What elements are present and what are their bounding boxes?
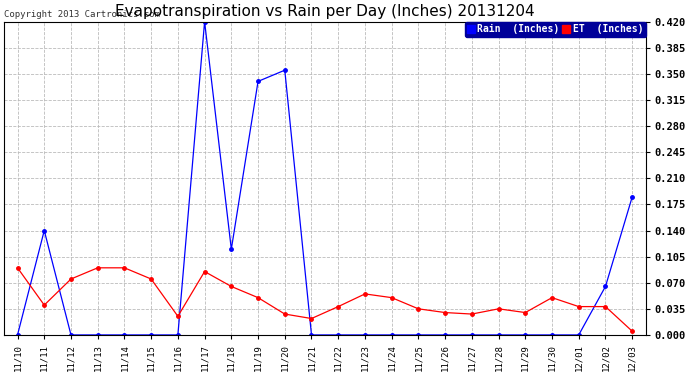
Title: Evapotranspiration vs Rain per Day (Inches) 20131204: Evapotranspiration vs Rain per Day (Inch… — [115, 4, 535, 19]
Legend: Rain  (Inches), ET  (Inches): Rain (Inches), ET (Inches) — [464, 22, 646, 37]
Text: Copyright 2013 Cartronics.com: Copyright 2013 Cartronics.com — [4, 10, 160, 19]
